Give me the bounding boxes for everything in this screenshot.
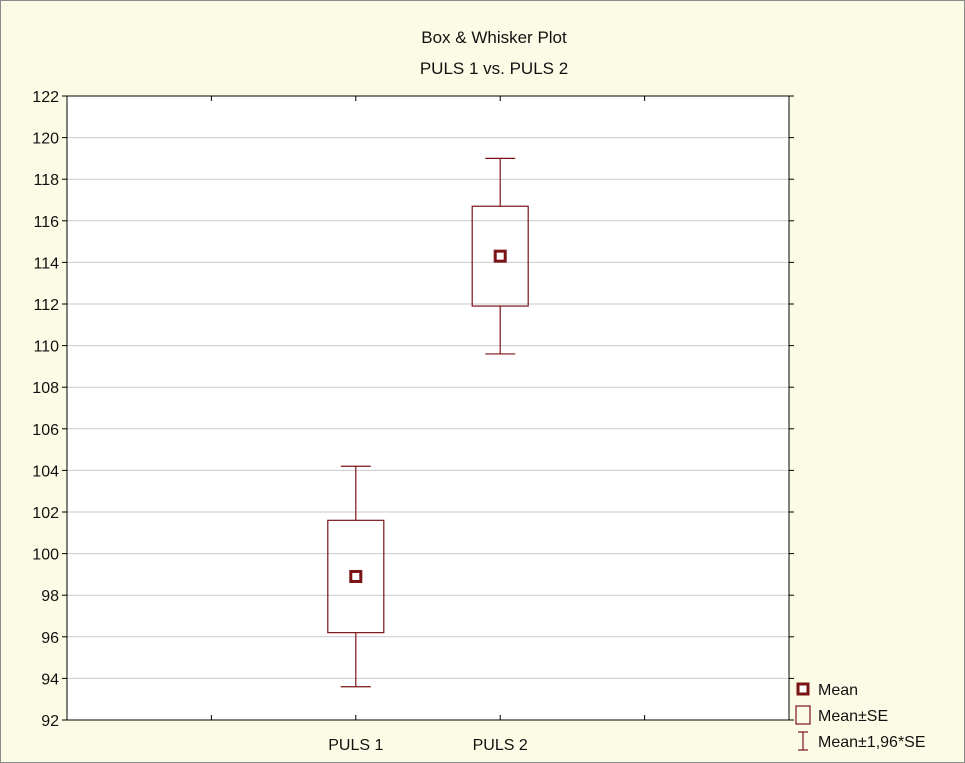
y-tick-label: 114 [33, 255, 59, 272]
y-tick-label: 118 [33, 172, 59, 189]
y-tick-label: 104 [32, 463, 59, 480]
x-axis-ticks: PULS 1 PULS 2 [210, 96, 646, 754]
mean-marker [493, 249, 507, 263]
box-group [327, 465, 385, 688]
legend-box-icon [795, 705, 811, 725]
y-tick-label: 110 [33, 339, 59, 356]
chart-title: Box & Whisker Plot [421, 28, 567, 47]
y-tick-label: 102 [32, 505, 59, 522]
legend: Mean Mean±SE Mean±1,96*SE [795, 682, 926, 751]
legend-mean-icon [796, 682, 810, 696]
y-tick-label: 94 [41, 671, 59, 688]
y-tick-label: 112 [33, 297, 59, 314]
y-tick-label: 108 [32, 380, 59, 397]
legend-label: Mean [818, 682, 858, 699]
chart-subtitle: PULS 1 vs. PULS 2 [420, 59, 568, 78]
gridlines [67, 137, 789, 679]
se-box [471, 205, 529, 307]
y-tick-label: 120 [32, 131, 59, 148]
legend-label: Mean±1,96*SE [818, 734, 926, 751]
plot-border [66, 95, 790, 721]
mean-marker [349, 569, 363, 583]
y-tick-label: 106 [32, 422, 59, 439]
y-tick-label: 92 [41, 713, 59, 730]
y-axis-ticks: 92 94 96 98 100 102 104 106 108 110 112 114 116 118 12… [32, 89, 794, 730]
y-tick-label: 98 [41, 588, 59, 605]
y-tick-label: 122 [32, 89, 59, 106]
y-tick-label: 96 [41, 630, 59, 647]
x-tick-label: PULS 2 [473, 737, 528, 754]
x-tick-label: PULS 1 [328, 737, 383, 754]
y-tick-label: 100 [32, 547, 59, 564]
plot-area [67, 96, 789, 720]
legend-whisker-icon [798, 731, 808, 751]
boxes [327, 157, 529, 688]
legend-label: Mean±SE [818, 708, 888, 725]
se-box [327, 519, 385, 634]
y-tick-label: 116 [33, 214, 59, 231]
box-group [471, 157, 529, 355]
